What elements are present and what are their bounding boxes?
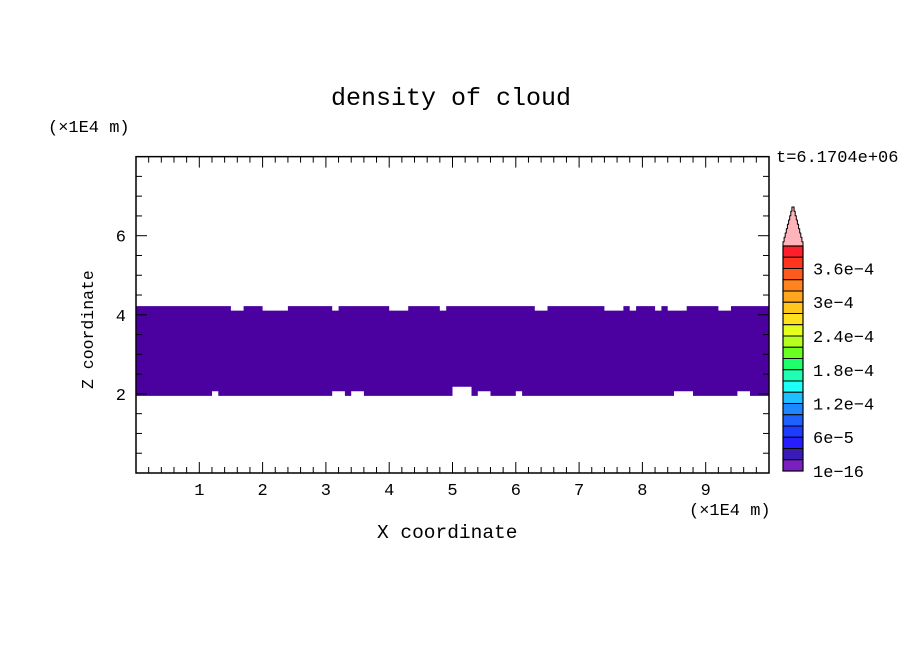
svg-text:3e−4: 3e−4 xyxy=(813,295,854,314)
svg-text:2: 2 xyxy=(116,387,126,406)
svg-text:3.6e−4: 3.6e−4 xyxy=(813,262,874,281)
svg-text:4: 4 xyxy=(384,482,394,501)
svg-text:6: 6 xyxy=(116,229,126,248)
svg-text:6e−5: 6e−5 xyxy=(813,430,854,449)
svg-text:2.4e−4: 2.4e−4 xyxy=(813,329,874,348)
svg-text:3: 3 xyxy=(321,482,331,501)
svg-text:1e−16: 1e−16 xyxy=(813,464,864,483)
svg-text:1.2e−4: 1.2e−4 xyxy=(813,397,874,416)
svg-text:9: 9 xyxy=(701,482,711,501)
svg-text:7: 7 xyxy=(574,482,584,501)
svg-text:6: 6 xyxy=(511,482,521,501)
svg-text:8: 8 xyxy=(637,482,647,501)
svg-text:2: 2 xyxy=(257,482,267,501)
svg-text:1.8e−4: 1.8e−4 xyxy=(813,363,874,382)
svg-text:5: 5 xyxy=(447,482,457,501)
svg-text:4: 4 xyxy=(116,308,126,327)
svg-text:1: 1 xyxy=(194,482,204,501)
